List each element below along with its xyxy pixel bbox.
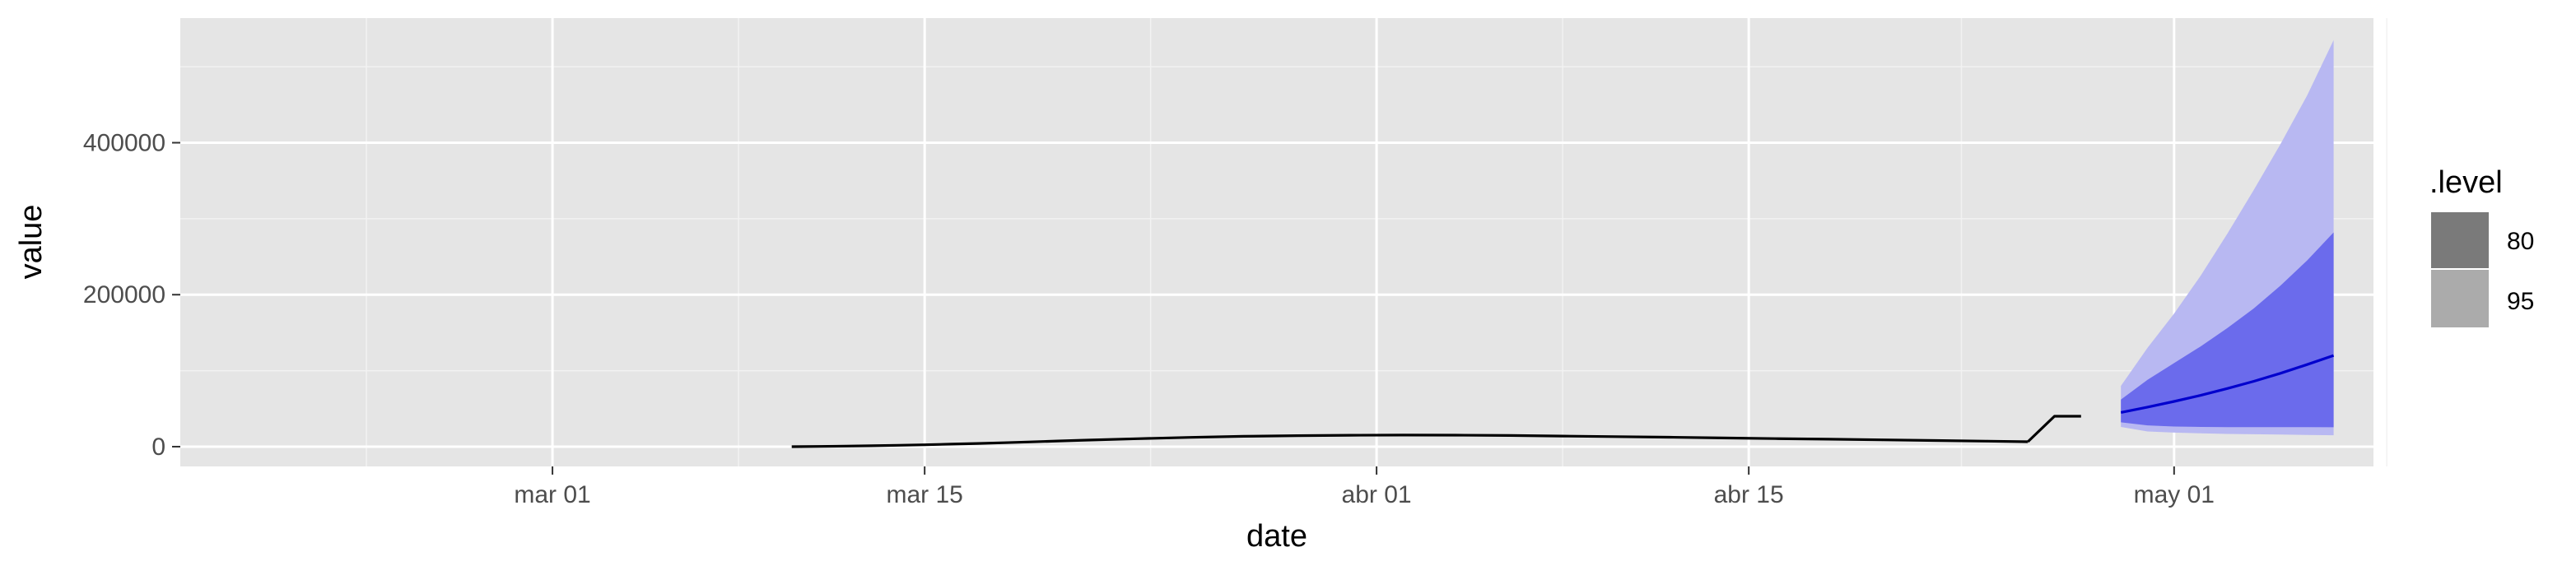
legend-label-80: 80 bbox=[2507, 228, 2534, 255]
y-tick-label: 400000 bbox=[83, 129, 165, 156]
plot-panel bbox=[180, 18, 2373, 466]
x-tick-label: mar 01 bbox=[514, 481, 590, 508]
series-line-forecast bbox=[2120, 354, 2335, 414]
y-axis-title: value bbox=[14, 205, 49, 280]
legend: .level 80 95 bbox=[2429, 165, 2534, 327]
legend-label-95: 95 bbox=[2507, 288, 2534, 315]
x-axis-title: date bbox=[1246, 519, 1307, 554]
legend-title: .level bbox=[2429, 165, 2503, 200]
legend-key-95 bbox=[2431, 270, 2489, 327]
x-tick-label: abr 15 bbox=[1714, 481, 1784, 508]
x-axis: mar 01 mar 15 abr 01 abr 15 may 01 bbox=[514, 466, 2215, 508]
y-axis: 0 200000 400000 bbox=[83, 129, 180, 461]
series-line-history bbox=[791, 434, 2029, 448]
minor-gridlines bbox=[180, 18, 2387, 466]
legend-key-80 bbox=[2431, 212, 2489, 268]
series-line-history-jump bbox=[2027, 415, 2081, 443]
series-lines bbox=[791, 354, 2335, 448]
x-tick-label: may 01 bbox=[2134, 481, 2215, 508]
y-tick-label: 0 bbox=[151, 434, 165, 461]
x-tick-label: mar 15 bbox=[886, 481, 962, 508]
prediction-intervals bbox=[2121, 39, 2334, 436]
y-tick-label: 200000 bbox=[83, 281, 165, 308]
interval-ribbon-80 bbox=[2121, 232, 2334, 428]
x-tick-label: abr 01 bbox=[1342, 481, 1412, 508]
